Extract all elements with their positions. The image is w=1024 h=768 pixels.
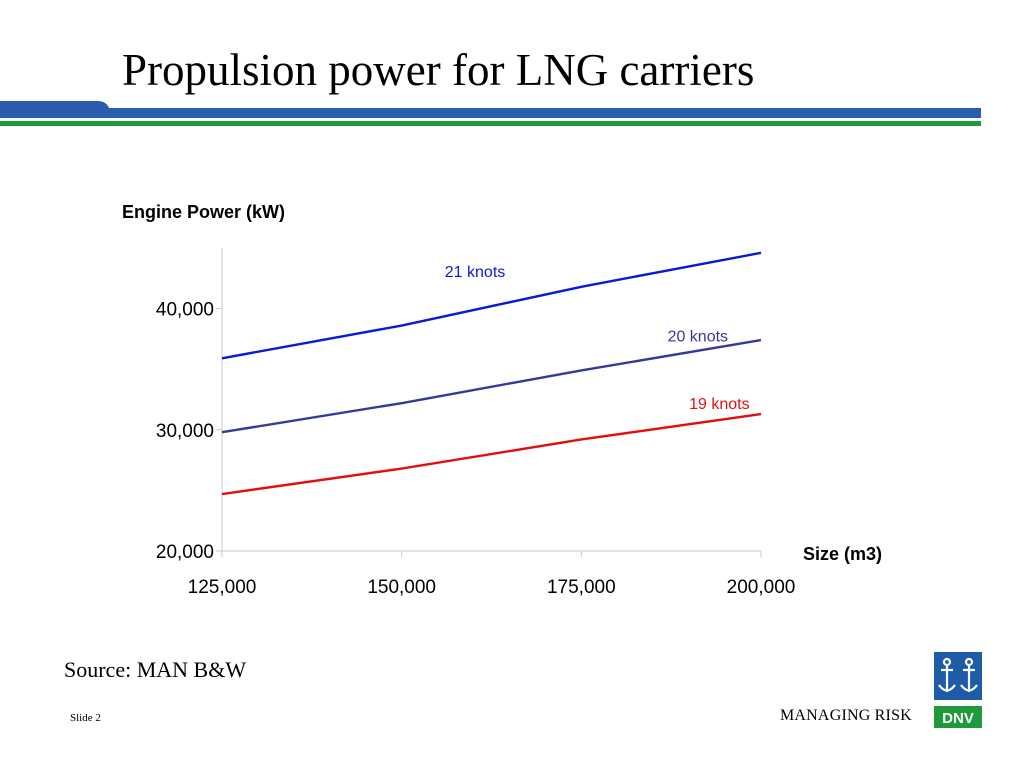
series-label-1: 21 knots (445, 264, 505, 281)
x-tick-label: 150,000 (367, 577, 436, 598)
y-tick-label: 30,000 (156, 421, 214, 442)
logo-green-block (934, 706, 982, 728)
series-line-1 (221, 251, 762, 360)
slide-title: Propulsion power for LNG carriers (122, 45, 755, 95)
source-note: Source: MAN B&W (64, 657, 247, 682)
tagline: MANAGING RISK (780, 707, 912, 724)
header-bars (0, 101, 981, 126)
logo-text: DNV (942, 710, 974, 727)
x-tick-label: 200,000 (727, 577, 796, 598)
y-axis-label: Engine Power (kW) (122, 202, 285, 222)
x-axis-label: Size (m3) (803, 544, 882, 564)
y-tick-label: 40,000 (156, 300, 214, 321)
anchor-icon (938, 657, 978, 692)
y-tick-label: 20,000 (156, 542, 214, 563)
series-line-2 (221, 338, 762, 434)
dnv-logo: DNV (934, 652, 982, 728)
header-blue-bar (0, 101, 981, 118)
x-tick-label: 175,000 (547, 577, 616, 598)
logo-blue-block (934, 652, 982, 700)
x-tick-label: 125,000 (188, 577, 257, 598)
header-green-bar (0, 121, 981, 126)
series-label-2: 20 knots (668, 328, 728, 345)
slide-number: Slide 2 (70, 712, 101, 724)
logo-white-gap (934, 700, 982, 706)
series-line-3 (221, 412, 762, 496)
series-label-3: 19 knots (689, 396, 749, 413)
